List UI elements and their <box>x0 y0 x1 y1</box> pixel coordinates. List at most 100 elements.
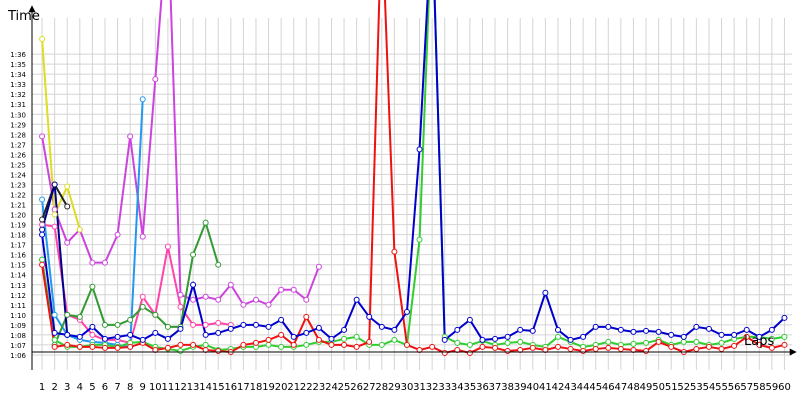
data-point <box>252 321 259 328</box>
y-tick-label: 1:12 <box>10 292 26 300</box>
y-tick-label: 1:11 <box>10 302 26 310</box>
x-tick-label: 8 <box>127 382 133 393</box>
y-tick-label: 1:28 <box>10 131 26 139</box>
x-tick-label: 22 <box>300 382 313 393</box>
y-tick-label: 1:34 <box>10 71 26 79</box>
data-point <box>127 331 134 338</box>
data-point <box>190 251 197 258</box>
data-point <box>139 303 146 310</box>
data-point <box>177 303 184 310</box>
data-point <box>416 236 423 243</box>
data-point <box>202 293 209 300</box>
y-tick-label: 1:07 <box>10 342 26 350</box>
x-tick-label: 58 <box>753 382 766 393</box>
data-point <box>252 296 259 303</box>
data-point <box>265 323 272 330</box>
data-point <box>605 323 612 330</box>
x-tick-label: 28 <box>375 382 388 393</box>
data-point <box>89 331 96 338</box>
data-point <box>454 339 461 346</box>
x-tick-label: 30 <box>401 382 414 393</box>
x-tick-label: 11 <box>162 382 175 393</box>
data-point <box>64 331 71 338</box>
data-point <box>768 344 775 351</box>
data-point <box>177 347 184 354</box>
data-point <box>517 338 524 345</box>
x-tick-label: 7 <box>114 382 120 393</box>
y-tick-label: 1:08 <box>10 332 26 340</box>
data-point <box>240 321 247 328</box>
data-point <box>366 338 373 345</box>
data-point <box>89 259 96 266</box>
x-tick-label: 2 <box>51 382 57 393</box>
data-point <box>517 326 524 333</box>
y-tick-label: 1:25 <box>10 161 26 169</box>
data-point <box>114 333 121 340</box>
data-point <box>529 327 536 334</box>
y-tick-label: 1:20 <box>10 212 26 220</box>
data-point <box>328 335 335 342</box>
data-point <box>164 243 171 250</box>
data-point <box>479 343 486 350</box>
y-tick-label: 1:19 <box>10 222 26 230</box>
x-tick-label: 38 <box>501 382 514 393</box>
data-point <box>655 328 662 335</box>
data-point <box>466 341 473 348</box>
x-tick-label: 34 <box>451 382 464 393</box>
data-point <box>680 338 687 345</box>
data-point <box>705 325 712 332</box>
data-point <box>378 323 385 330</box>
data-point <box>152 311 159 318</box>
data-point <box>51 329 58 336</box>
y-tick-label: 1:10 <box>10 312 26 320</box>
x-tick-label: 29 <box>388 382 401 393</box>
data-point <box>202 341 209 348</box>
data-point <box>89 343 96 350</box>
data-point <box>64 203 71 210</box>
series-line <box>41 223 231 345</box>
x-tick-label: 3 <box>64 382 70 393</box>
data-point <box>76 226 83 233</box>
y-tick-label: 1:16 <box>10 252 26 260</box>
x-tick-label: 12 <box>174 382 187 393</box>
x-tick-label: 52 <box>677 382 690 393</box>
data-point <box>89 283 96 290</box>
data-point <box>756 333 763 340</box>
data-point <box>278 331 285 338</box>
y-tick-label: 1:18 <box>10 232 26 240</box>
x-tick-label: 55 <box>715 382 728 393</box>
data-point <box>39 216 46 223</box>
x-tick-label: 26 <box>350 382 363 393</box>
data-point <box>164 335 171 342</box>
x-tick-label: 44 <box>577 382 590 393</box>
y-tick-label: 1:26 <box>10 151 26 159</box>
x-tick-label: 57 <box>740 382 753 393</box>
data-point <box>391 248 398 255</box>
data-point <box>315 336 322 343</box>
data-point <box>554 333 561 340</box>
data-point <box>416 146 423 153</box>
data-point <box>781 341 788 348</box>
data-point <box>64 239 71 246</box>
x-tick-label: 39 <box>514 382 527 393</box>
y-tick-label: 1:33 <box>10 81 26 89</box>
data-point <box>353 343 360 350</box>
data-point <box>202 321 209 328</box>
y-tick-label: 1:24 <box>10 171 26 179</box>
data-point <box>592 323 599 330</box>
data-point <box>39 133 46 140</box>
data-point <box>227 325 234 332</box>
data-point <box>290 341 297 348</box>
x-tick-label: 36 <box>476 382 489 393</box>
data-point <box>190 321 197 328</box>
data-point <box>781 314 788 321</box>
data-point <box>265 301 272 308</box>
data-point <box>391 326 398 333</box>
data-point <box>190 296 197 303</box>
x-tick-label: 45 <box>589 382 602 393</box>
data-point <box>51 343 58 350</box>
data-point <box>341 341 348 348</box>
x-tick-label: 33 <box>438 382 451 393</box>
x-tick-label: 14 <box>199 382 212 393</box>
x-tick-label: 37 <box>489 382 502 393</box>
